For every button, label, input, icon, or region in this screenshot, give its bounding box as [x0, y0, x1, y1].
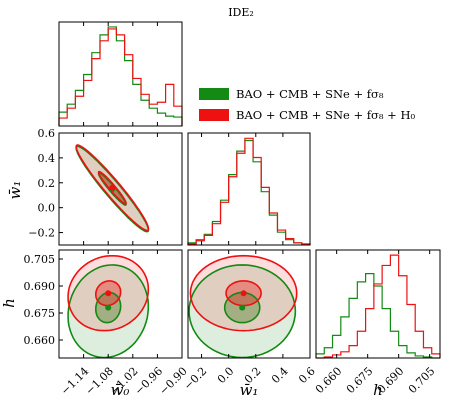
- contour-series-1-68pct: [223, 291, 261, 324]
- histogram-2-series-2: [187, 137, 311, 245]
- joint-panel-1: [75, 144, 150, 233]
- y-tick-label: 0.690: [24, 280, 56, 293]
- joint-contents: [188, 254, 298, 358]
- x-axis-label-1: w̄₀: [111, 381, 130, 399]
- y-tick-label: 0.0: [38, 202, 56, 215]
- histogram-3-series-2: [316, 254, 441, 359]
- marginal-panel-2: [187, 132, 311, 246]
- joint-frame-2: [58, 249, 183, 359]
- x-axis-label-2: w̄₁: [240, 381, 259, 399]
- joint-contents: [67, 255, 150, 358]
- joint-frame-3: [187, 249, 311, 359]
- density-fill-series-1-1: [68, 264, 149, 358]
- y-tick-label: −0.2: [28, 227, 55, 240]
- legend-label-1: BAO + CMB + SNe + fσ₈: [236, 87, 384, 101]
- joint-contents: [75, 144, 150, 233]
- contour-series-1-95pct: [188, 264, 297, 358]
- joint-panel-2: [67, 255, 150, 358]
- contour-series-2-95pct: [67, 255, 150, 332]
- contour-series-1-95pct: [67, 264, 150, 358]
- joint-frame-1: [58, 132, 183, 246]
- contour-series-2-95pct: [75, 144, 150, 232]
- contour-series-2-68pct: [225, 280, 262, 307]
- y-tick-label: 0.705: [24, 253, 56, 266]
- peak-marker-series-2: [105, 290, 112, 297]
- x-tick-label: 0.660: [313, 365, 344, 396]
- marginal-panel-1: [58, 21, 183, 127]
- y-tick-label: 0.675: [24, 307, 56, 320]
- peak-marker-series-1: [239, 304, 246, 311]
- y-axis-label-2: w̄₁: [6, 181, 24, 200]
- legend-swatch-2: [199, 109, 229, 121]
- chart-title: IDE₂: [228, 6, 254, 19]
- peak-marker-series-2: [240, 290, 247, 297]
- x-tick-label: 0.6: [296, 365, 318, 387]
- peak-marker-series-1: [105, 304, 112, 311]
- y-tick-label: 0.2: [38, 177, 56, 190]
- x-tick-label: 0.4: [269, 365, 291, 387]
- y-tick-label: 0.6: [38, 127, 56, 140]
- histogram-3-series-1: [315, 273, 440, 359]
- x-axis-label-3: h: [373, 381, 383, 399]
- legend: BAO + CMB + SNe + fσ₈ BAO + CMB + SNe + f…: [199, 87, 415, 122]
- x-tick-label: 0.675: [344, 365, 375, 396]
- density-fill-series-1-1: [189, 264, 296, 358]
- x-tick-label: 0.0: [215, 365, 237, 387]
- y-tick-label: 0.660: [24, 334, 56, 347]
- joint-panel-3: [188, 254, 298, 358]
- contour-series-2-95pct: [189, 254, 298, 332]
- histogram-1-series-2: [58, 28, 183, 126]
- marginal-panel-3: [315, 249, 441, 359]
- legend-swatch-1: [199, 88, 229, 100]
- x-tick-label: 0.705: [406, 365, 437, 396]
- y-tick-label: 0.4: [38, 152, 56, 165]
- y-axis-label-3: h: [0, 298, 18, 308]
- contour-series-2-68pct: [95, 280, 122, 307]
- peak-marker-series-2: [109, 184, 116, 191]
- x-tick-label: −0.2: [181, 365, 209, 393]
- histogram-1-series-1: [58, 26, 183, 126]
- legend-label-2: BAO + CMB + SNe + fσ₈ + H₀: [236, 108, 415, 122]
- histogram-2-series-1: [187, 139, 311, 245]
